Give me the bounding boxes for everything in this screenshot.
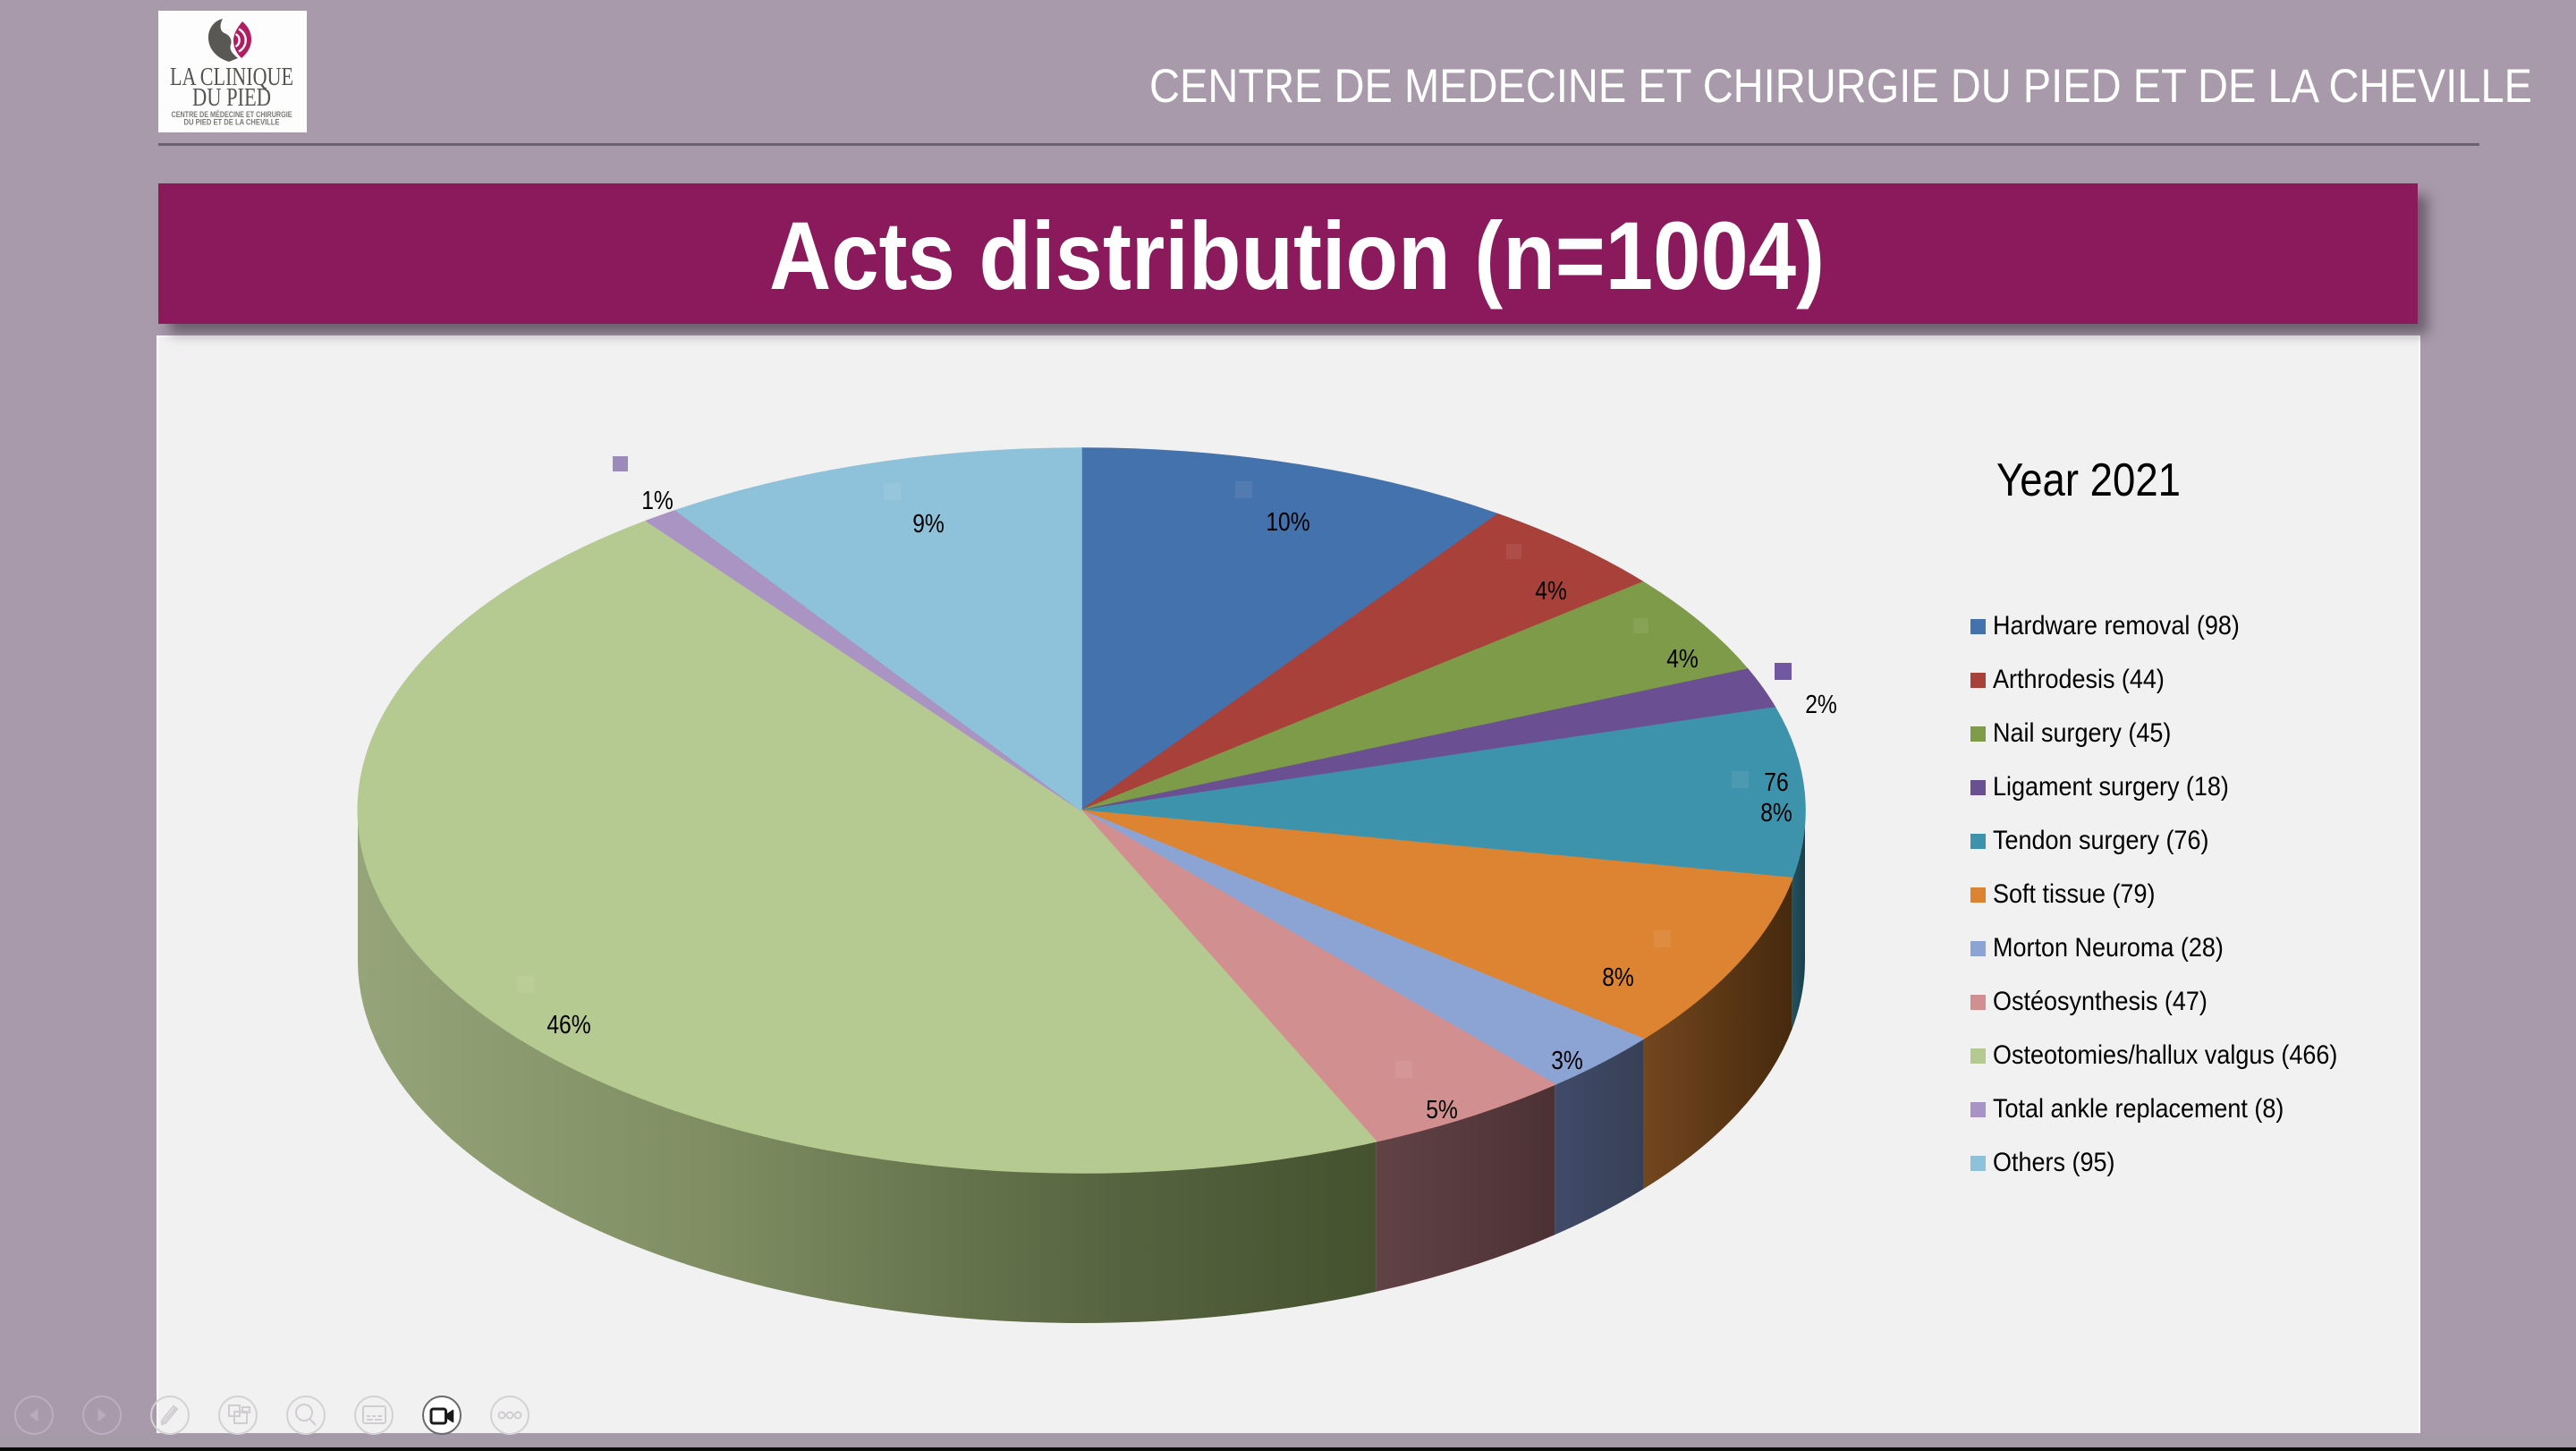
svg-text:Others (95): Others (95): [1993, 1148, 2114, 1178]
svg-text:Ostéosynthesis (47): Ostéosynthesis (47): [1993, 987, 2207, 1017]
svg-text:Acts distribution (n=1004): Acts distribution (n=1004): [769, 201, 1825, 310]
svg-text:Tendon surgery (76): Tendon surgery (76): [1993, 826, 2208, 856]
svg-text:8%: 8%: [1602, 963, 1634, 991]
svg-text:46%: 46%: [547, 1010, 590, 1039]
svg-text:1%: 1%: [641, 486, 674, 514]
svg-text:CENTRE DE MEDECINE ET CHIRURGI: CENTRE DE MEDECINE ET CHIRURGIE DU PIED …: [1149, 60, 2532, 113]
svg-text:3%: 3%: [1551, 1046, 1583, 1074]
svg-text:CENTRE DE MÉDECINE ET CHIRURGI: CENTRE DE MÉDECINE ET CHIRURGIE: [172, 110, 292, 120]
svg-text:5%: 5%: [1426, 1095, 1458, 1124]
svg-text:Year 2021: Year 2021: [1996, 454, 2181, 506]
svg-text:8%: 8%: [1760, 798, 1792, 827]
svg-text:Osteotomies/hallux valgus (466: Osteotomies/hallux valgus (466): [1993, 1040, 2337, 1071]
svg-text:Total ankle replacement (8): Total ankle replacement (8): [1993, 1094, 2284, 1124]
svg-text:DU PIED ET DE LA CHEVILLE: DU PIED ET DE LA CHEVILLE: [184, 118, 280, 128]
svg-text:LA CLINIQUE: LA CLINIQUE: [170, 64, 293, 91]
svg-text:4%: 4%: [1535, 576, 1567, 605]
svg-text:10%: 10%: [1266, 507, 1309, 536]
svg-text:9%: 9%: [912, 509, 945, 538]
svg-text:Arthrodesis (44): Arthrodesis (44): [1993, 665, 2165, 695]
svg-text:Ligament surgery (18): Ligament surgery (18): [1993, 772, 2229, 802]
svg-text:76: 76: [1764, 768, 1788, 796]
svg-text:Nail surgery (45): Nail surgery (45): [1993, 718, 2171, 749]
svg-text:Hardware removal (98): Hardware removal (98): [1993, 611, 2240, 641]
svg-text:Soft tissue (79): Soft tissue (79): [1993, 879, 2155, 910]
svg-text:Morton Neuroma (28): Morton Neuroma (28): [1993, 933, 2224, 963]
svg-text:4%: 4%: [1666, 644, 1699, 673]
svg-text:DU PIED: DU PIED: [192, 84, 271, 112]
svg-text:2%: 2%: [1805, 690, 1837, 718]
